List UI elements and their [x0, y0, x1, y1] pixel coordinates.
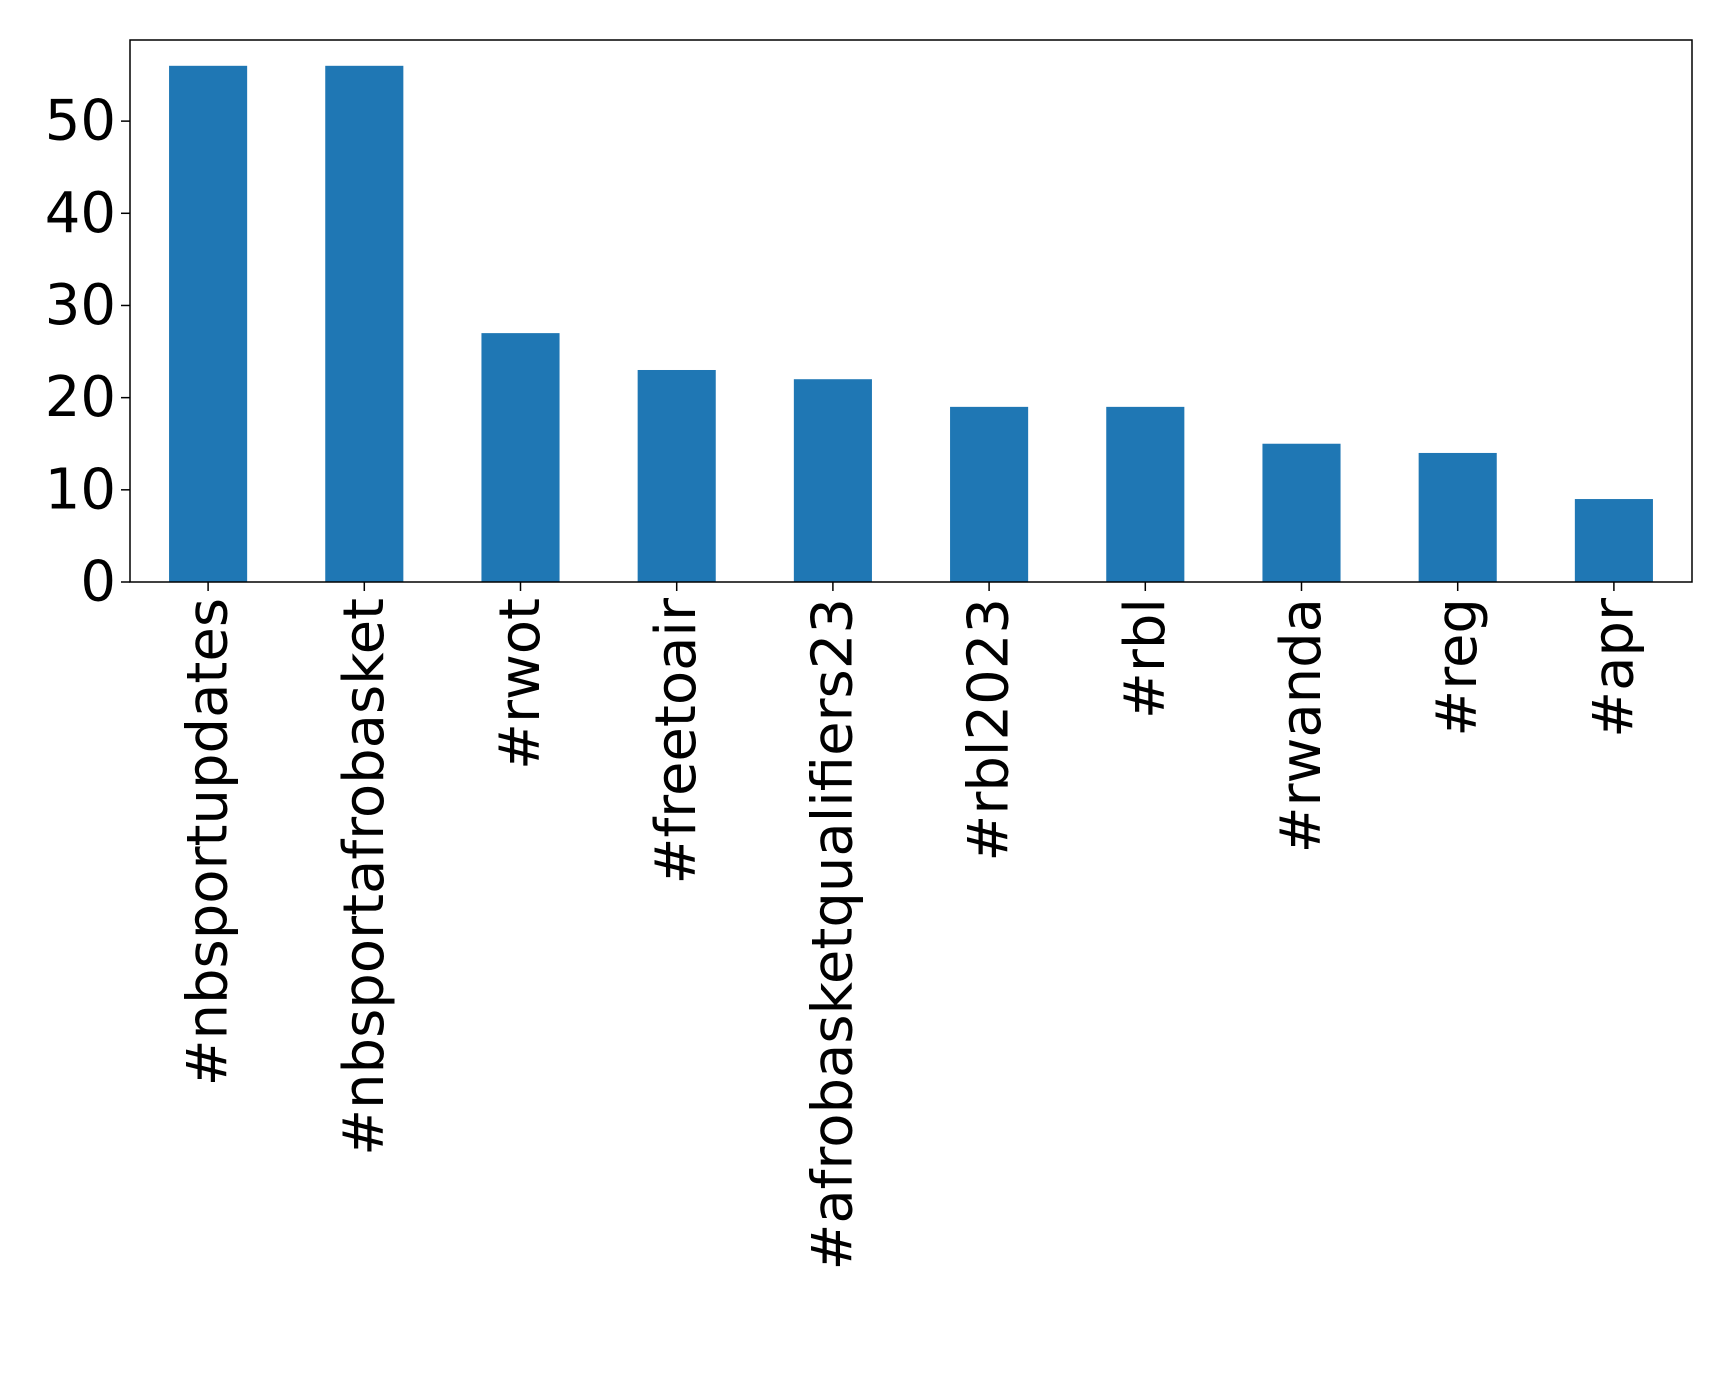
x-tick-label-1: #nbsportafrobasket	[332, 598, 397, 1156]
bar-5	[950, 406, 1029, 582]
x-tick-label-2: #rwot	[488, 598, 553, 770]
bars-group	[169, 65, 1653, 583]
bar-0	[169, 65, 248, 583]
y-tick-label-3: 30	[45, 273, 116, 338]
bar-6	[1106, 406, 1185, 582]
x-tick-label-7: #rwanda	[1269, 598, 1334, 853]
x-tick-label-6: #rbl	[1113, 598, 1178, 719]
y-tick-label-5: 50	[45, 89, 116, 154]
bar-7	[1262, 443, 1341, 582]
plot-frame	[129, 39, 1693, 583]
bar-2	[481, 333, 560, 582]
x-tick-label-4: #afrobasketqualifiers23	[800, 598, 865, 1271]
bar-1	[325, 65, 404, 583]
y-tick-label-2: 20	[45, 365, 116, 430]
x-tick-label-8: #reg	[1425, 598, 1490, 737]
y-axis: 0 10 20 30 40 50	[45, 89, 130, 615]
x-tick-label-0: #nbsportupdates	[176, 598, 241, 1086]
x-tick-label-3: #freetoair	[644, 597, 709, 884]
bar-3	[637, 369, 716, 582]
x-axis: #nbsportupdates #nbsportafrobasket #rwot #f…	[176, 582, 1646, 1271]
y-tick-label-1: 10	[45, 457, 116, 522]
x-tick-label-9: #apr	[1581, 597, 1646, 738]
y-tick-label-4: 40	[45, 181, 116, 246]
bar-8	[1418, 452, 1497, 582]
bar-9	[1574, 499, 1653, 582]
y-tick-label-0: 0	[80, 550, 116, 615]
x-tick-label-5: #rbl2023	[957, 598, 1022, 862]
bar-4	[793, 379, 872, 582]
